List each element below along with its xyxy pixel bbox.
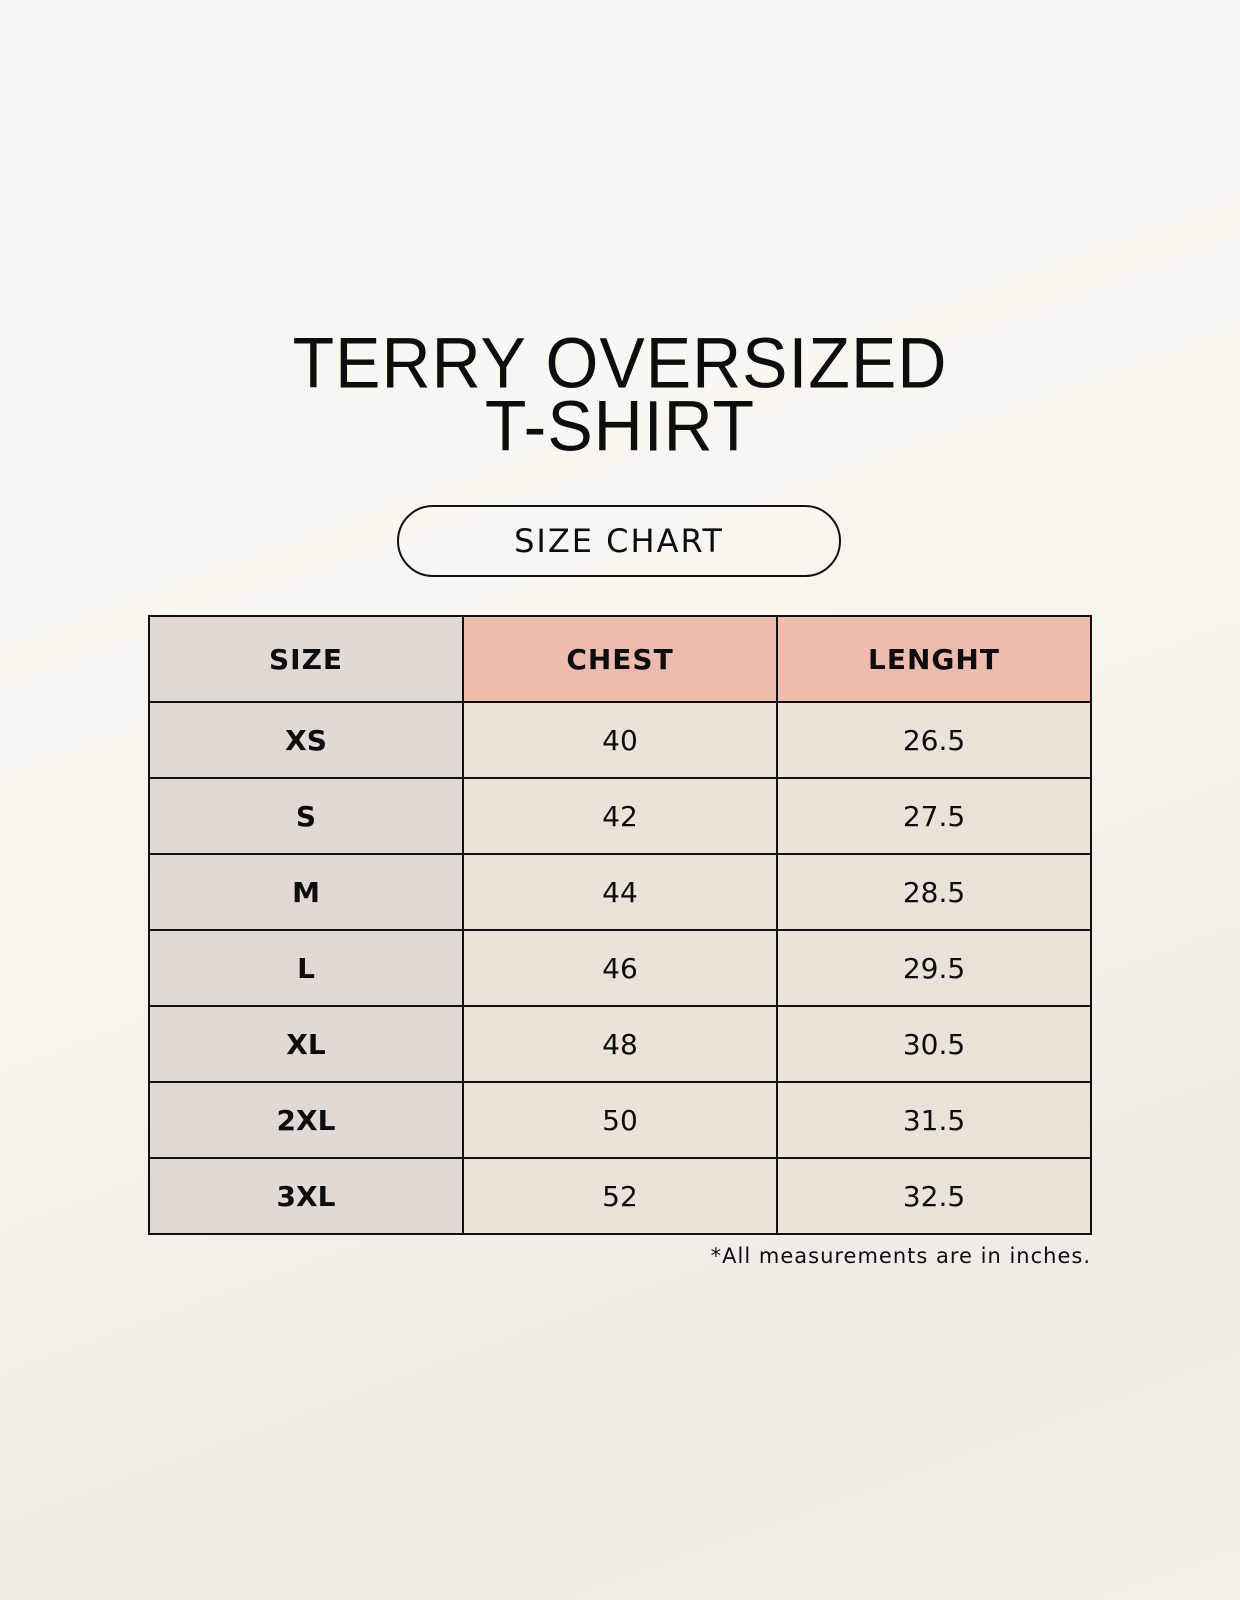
cell-length: 30.5 <box>776 1005 1092 1083</box>
cell-chest: 48 <box>462 1005 778 1083</box>
cell-size: M <box>148 853 464 931</box>
table-row: M 44 28.5 <box>148 853 1092 931</box>
cell-chest: 50 <box>462 1081 778 1159</box>
header-length: LENGHT <box>776 615 1092 703</box>
cell-size: 2XL <box>148 1081 464 1159</box>
cell-length: 27.5 <box>776 777 1092 855</box>
header-size: SIZE <box>148 615 464 703</box>
table-row: XS 40 26.5 <box>148 701 1092 779</box>
size-table: SIZE CHEST LENGHT XS 40 26.5 S 42 27.5 M 44 28.5… <box>148 615 1092 1235</box>
cell-size: 3XL <box>148 1157 464 1235</box>
cell-length: 28.5 <box>776 853 1092 931</box>
title-line-1: TERRY OVERSIZED <box>292 323 948 404</box>
cell-chest: 44 <box>462 853 778 931</box>
size-chart-label: SIZE CHART <box>397 505 841 577</box>
cell-chest: 52 <box>462 1157 778 1235</box>
table-row: S 42 27.5 <box>148 777 1092 855</box>
cell-size: S <box>148 777 464 855</box>
cell-size: XS <box>148 701 464 779</box>
cell-chest: 46 <box>462 929 778 1007</box>
measurement-note: *All measurements are in inches. <box>710 1244 1091 1268</box>
table-row: L 46 29.5 <box>148 929 1092 1007</box>
cell-length: 32.5 <box>776 1157 1092 1235</box>
cell-length: 26.5 <box>776 701 1092 779</box>
cell-chest: 42 <box>462 777 778 855</box>
page-title: TERRY OVERSIZED T-SHIRT <box>0 328 1240 462</box>
table-header-row: SIZE CHEST LENGHT <box>148 615 1092 703</box>
cell-length: 29.5 <box>776 929 1092 1007</box>
cell-chest: 40 <box>462 701 778 779</box>
table-row: 2XL 50 31.5 <box>148 1081 1092 1159</box>
cell-size: XL <box>148 1005 464 1083</box>
title-line-2: T-SHIRT <box>484 386 756 467</box>
cell-size: L <box>148 929 464 1007</box>
cell-length: 31.5 <box>776 1081 1092 1159</box>
header-chest: CHEST <box>462 615 778 703</box>
table-row: 3XL 52 32.5 <box>148 1157 1092 1235</box>
table-row: XL 48 30.5 <box>148 1005 1092 1083</box>
